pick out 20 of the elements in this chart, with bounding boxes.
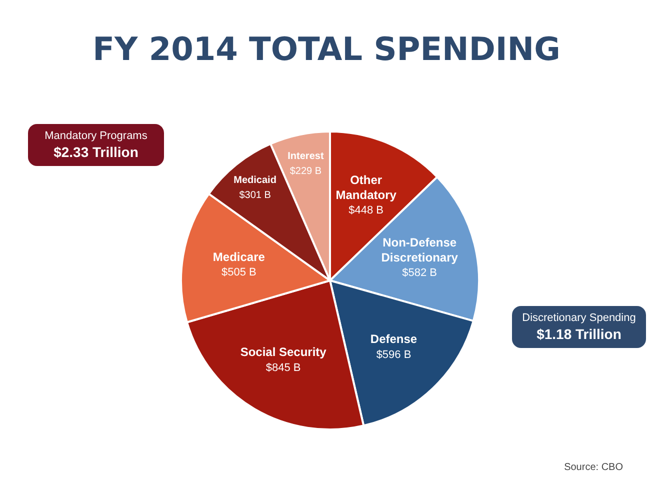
text: $2.33 Trillion [52,144,140,160]
slice-label: Other Mandatory [336,172,397,202]
data-label: $505 B [221,266,256,279]
slice-label: Social Security [240,345,327,360]
data-label: $229 B [290,166,322,178]
data-label: $596 B [376,348,412,361]
data-label: $845 B [266,362,301,374]
data-label: $448 B [348,204,384,216]
slice-label: Medicaid [234,175,276,186]
slice-label: Interest [288,151,324,162]
slice-label: Medicare [212,250,266,264]
text: Mandatory Programs [44,130,148,142]
source-note: Source: CBO [564,462,623,473]
data-label: $301 B [239,190,272,202]
text: Discretionary Spending [521,312,637,324]
text: $1.18 Trillion [536,326,622,342]
data-label: $582 B [402,266,438,279]
slice-label: Defense [370,332,418,346]
chart-title: FY 2014 TOTAL SPENDING [92,30,562,68]
slice-label: Non-Defense Discretionary [381,235,458,264]
